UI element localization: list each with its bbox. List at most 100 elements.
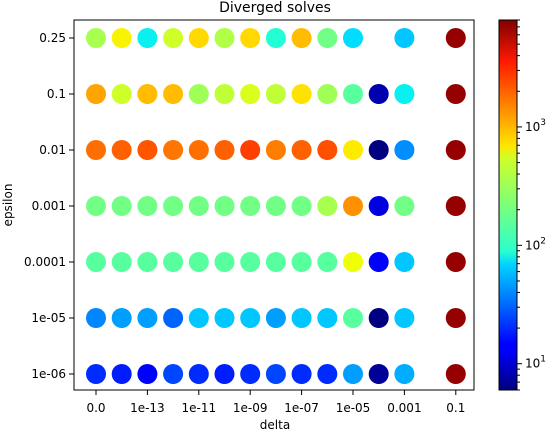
scatter-point	[240, 308, 261, 328]
scatter-point	[137, 140, 158, 160]
scatter-point	[188, 140, 209, 160]
scatter-point	[111, 252, 132, 272]
x-tick-label: 1e-05	[336, 401, 371, 415]
scatter-points	[86, 28, 466, 384]
x-tick-label: 0.0	[86, 401, 105, 415]
scatter-point	[188, 308, 209, 328]
scatter-point	[265, 308, 286, 328]
scatter-point	[214, 308, 235, 328]
y-tick-label: 0.1	[47, 87, 66, 101]
colorbar	[498, 19, 518, 391]
colorbar-ticks: 101 102 103	[517, 19, 546, 391]
scatter-point	[265, 364, 286, 384]
scatter-point	[214, 84, 235, 104]
colorbar-tick-label: 103	[525, 118, 546, 134]
scatter-point	[394, 364, 415, 384]
scatter-point	[163, 28, 184, 48]
scatter-point	[111, 308, 132, 328]
scatter-point	[86, 252, 106, 272]
scatter-point	[137, 84, 158, 104]
scatter-point	[394, 28, 415, 48]
scatter-point	[291, 28, 312, 48]
scatter-point	[368, 364, 389, 384]
y-axis-label: epsilon	[1, 184, 15, 227]
x-axis-label: delta	[260, 418, 290, 432]
scatter-point	[163, 196, 184, 216]
scatter-point	[265, 140, 286, 160]
colorbar-tick-label: 102	[525, 236, 546, 252]
colorbar-tick-label: 101	[525, 355, 546, 371]
scatter-point	[240, 84, 261, 104]
scatter-point	[445, 364, 466, 384]
scatter-point	[240, 252, 261, 272]
scatter-point	[368, 140, 389, 160]
scatter-point	[291, 84, 312, 104]
y-tick-label: 0.25	[39, 31, 66, 45]
scatter-point	[188, 196, 209, 216]
scatter-point	[394, 84, 415, 104]
scatter-point	[343, 196, 363, 216]
scatter-point	[291, 140, 312, 160]
scatter-point	[137, 252, 158, 272]
scatter-point	[240, 140, 261, 160]
scatter-point	[291, 364, 312, 384]
scatter-point	[394, 308, 415, 328]
scatter-point	[368, 252, 389, 272]
scatter-point	[163, 364, 184, 384]
scatter-point	[317, 140, 338, 160]
scatter-point	[163, 84, 184, 104]
scatter-point	[86, 140, 106, 160]
scatter-point	[343, 140, 363, 160]
scatter-point	[343, 84, 363, 104]
y-tick-label: 1e-05	[31, 311, 66, 325]
scatter-point	[394, 252, 415, 272]
scatter-point	[265, 196, 286, 216]
scatter-point	[368, 84, 389, 104]
scatter-point	[317, 196, 338, 216]
scatter-point	[265, 84, 286, 104]
scatter-point	[445, 28, 466, 48]
scatter-point	[111, 364, 132, 384]
scatter-point	[265, 252, 286, 272]
scatter-point	[445, 196, 466, 216]
x-tick-label: 1e-09	[233, 401, 268, 415]
scatter-point	[368, 196, 389, 216]
x-tick-label: 0.1	[446, 401, 465, 415]
x-tick-label: 1e-07	[284, 401, 319, 415]
scatter-point	[86, 84, 106, 104]
scatter-point	[317, 252, 338, 272]
scatter-point	[445, 84, 466, 104]
scatter-point	[240, 196, 261, 216]
x-tick-label: 0.001	[387, 401, 421, 415]
scatter-point	[368, 308, 389, 328]
x-axis-ticks: 0.0 1e-13 1e-11 1e-09 1e-07 1e-05 0.001 0.1	[86, 390, 465, 415]
scatter-point	[445, 252, 466, 272]
scatter-point	[343, 252, 363, 272]
scatter-point	[163, 140, 184, 160]
scatter-point	[317, 28, 338, 48]
scatter-point	[291, 196, 312, 216]
y-tick-label: 0.001	[32, 199, 66, 213]
scatter-point	[86, 308, 106, 328]
scatter-point	[188, 252, 209, 272]
scatter-point	[317, 308, 338, 328]
scatter-point	[265, 28, 286, 48]
scatter-point	[214, 252, 235, 272]
scatter-point	[163, 308, 184, 328]
scatter-point	[240, 28, 261, 48]
scatter-point	[394, 140, 415, 160]
scatter-point	[343, 28, 363, 48]
scatter-point	[214, 196, 235, 216]
scatter-point	[137, 308, 158, 328]
scatter-point	[214, 364, 235, 384]
x-tick-label: 1e-11	[181, 401, 216, 415]
y-tick-label: 1e-06	[31, 367, 66, 381]
scatter-point	[214, 28, 235, 48]
scatter-point	[445, 140, 466, 160]
scatter-point	[111, 28, 132, 48]
scatter-point	[343, 364, 363, 384]
scatter-point	[111, 140, 132, 160]
scatter-point	[214, 140, 235, 160]
scatter-point	[291, 308, 312, 328]
plot-frame	[73, 19, 475, 391]
